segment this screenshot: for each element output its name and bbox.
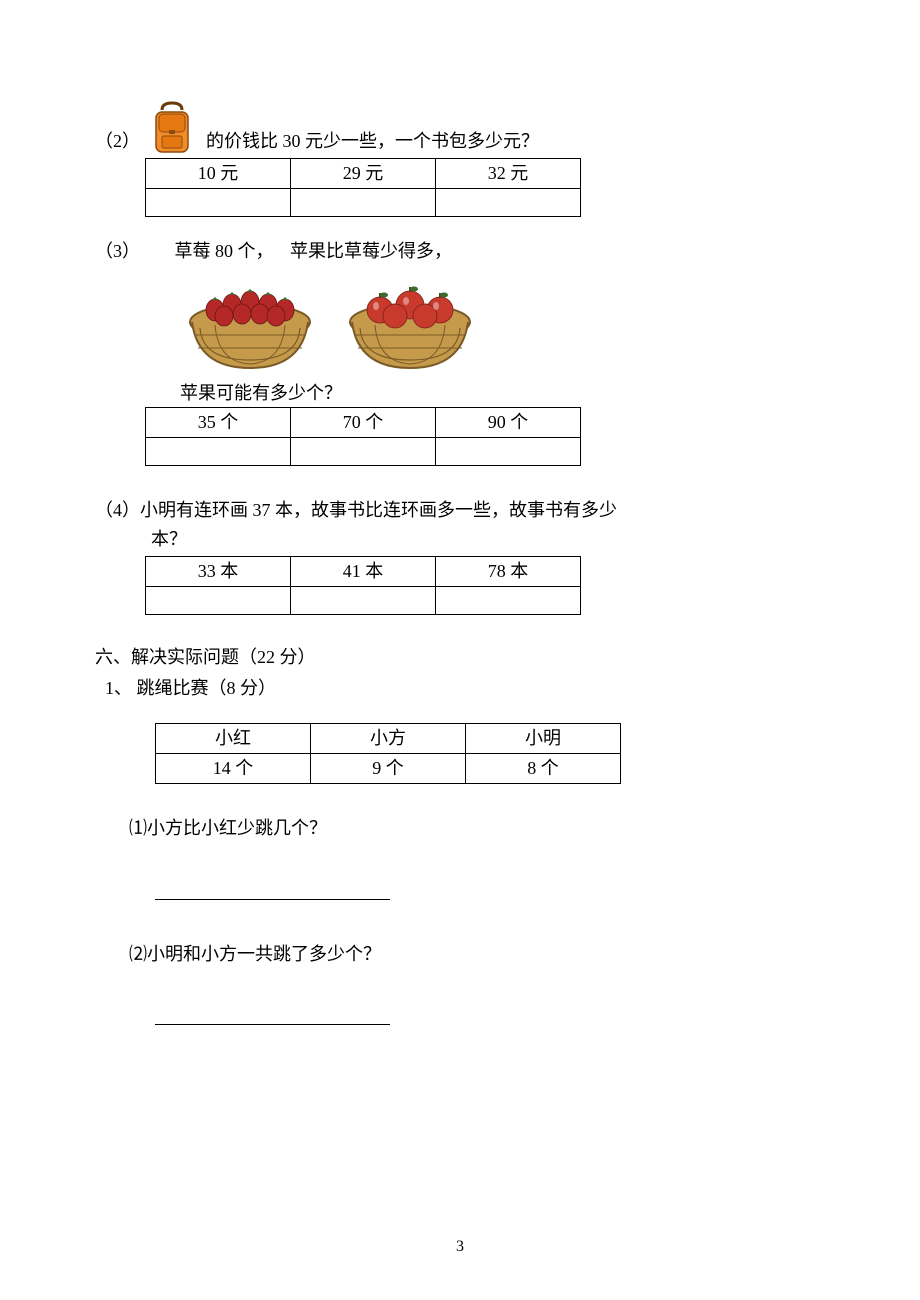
section-6-title: 六、解决实际问题（22 分） <box>95 643 825 672</box>
q3-ans-2[interactable] <box>291 438 436 466</box>
jump-h2: 小方 <box>311 724 466 754</box>
q3-opt-3: 90 个 <box>436 408 581 438</box>
q3-opt-1: 35 个 <box>146 408 291 438</box>
sub-question-2: ⑵小明和小方一共跳了多少个？ <box>129 940 825 969</box>
q4-text-line2: 本？ <box>151 525 825 554</box>
section-6-sub1: 1、 跳绳比赛（8 分） <box>105 674 825 703</box>
q4-ans-2[interactable] <box>291 586 436 614</box>
page-number: 3 <box>0 1234 920 1260</box>
question-2: （2） 的价钱比 30 元少一些，一个书包多少元？ <box>95 100 825 156</box>
question-3-line1: （3） 草莓 80 个， 苹果比草莓少得多， <box>95 237 825 266</box>
jump-h1: 小红 <box>156 724 311 754</box>
answer-line-1[interactable] <box>155 899 390 900</box>
q4-opt-3: 78 本 <box>436 556 581 586</box>
jump-v1: 14 个 <box>156 753 311 783</box>
q2-opt-2: 29 元 <box>291 159 436 189</box>
q4-opt-1: 33 本 <box>146 556 291 586</box>
baskets-row <box>180 270 825 373</box>
sub-question-1: ⑴小方比小红少跳几个？ <box>129 814 825 843</box>
q3-number: （3） <box>95 241 140 261</box>
q4-ans-3[interactable] <box>436 586 581 614</box>
q2-text: 的价钱比 30 元少一些，一个书包多少元？ <box>206 127 539 156</box>
q4-text-line1: （4）小明有连环画 37 本，故事书比连环画多一些，故事书有多少 <box>95 496 825 525</box>
q2-table: 10 元 29 元 32 元 <box>145 158 581 217</box>
q2-ans-1[interactable] <box>146 188 291 216</box>
q2-ans-2[interactable] <box>291 188 436 216</box>
q4-opt-2: 41 本 <box>291 556 436 586</box>
q2-number: （2） <box>95 127 140 156</box>
jump-v2: 9 个 <box>311 753 466 783</box>
q2-opt-1: 10 元 <box>146 159 291 189</box>
q3-table: 35 个 70 个 90 个 <box>145 407 581 466</box>
q4-table: 33 本 41 本 78 本 <box>145 556 581 615</box>
jump-h3: 小明 <box>466 724 621 754</box>
q3-ans-3[interactable] <box>436 438 581 466</box>
q3-text-end: 苹果比草莓少得多， <box>290 241 452 261</box>
strawberry-basket-icon <box>180 270 320 373</box>
backpack-icon <box>148 100 196 156</box>
q2-ans-3[interactable] <box>436 188 581 216</box>
q2-opt-3: 32 元 <box>436 159 581 189</box>
q3-opt-2: 70 个 <box>291 408 436 438</box>
apple-basket-icon <box>340 270 480 373</box>
q3-text-mid: 草莓 80 个， <box>175 241 274 261</box>
jump-v3: 8 个 <box>466 753 621 783</box>
jump-table: 小红 小方 小明 14 个 9 个 8 个 <box>155 723 621 784</box>
q3-line2: 苹果可能有多少个？ <box>180 379 825 408</box>
q3-ans-1[interactable] <box>146 438 291 466</box>
answer-line-2[interactable] <box>155 1024 390 1025</box>
q4-ans-1[interactable] <box>146 586 291 614</box>
